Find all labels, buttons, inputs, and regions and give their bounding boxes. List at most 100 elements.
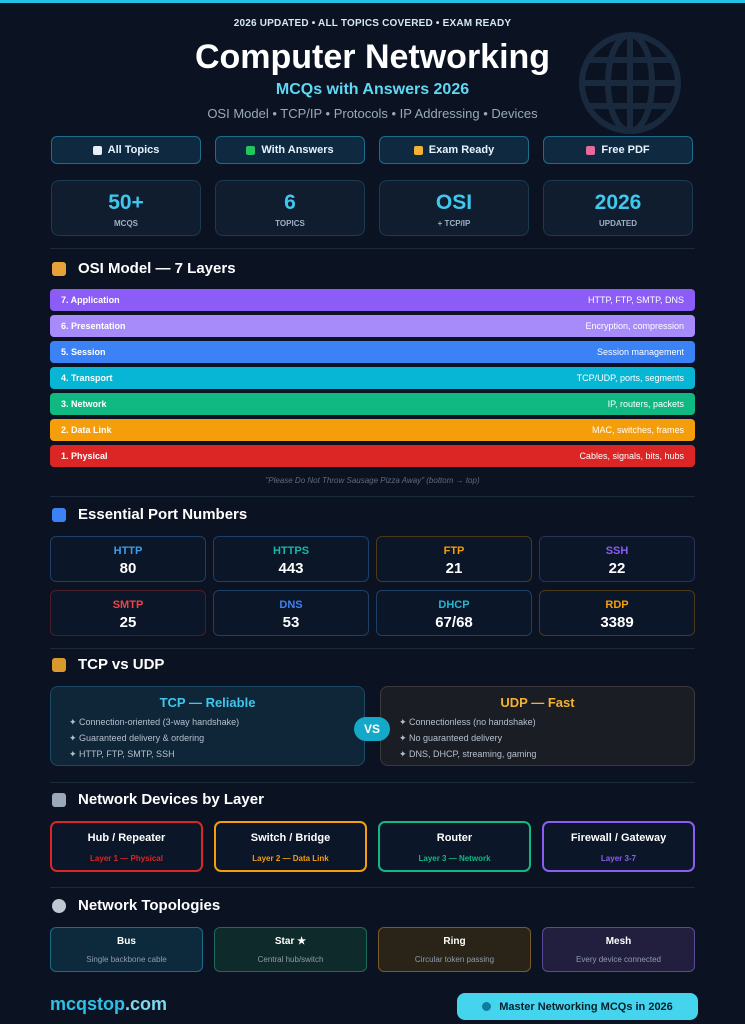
osi-layer: 4. Transport TCP/UDP, ports, segments — [50, 367, 695, 389]
brand-tld: .com — [125, 994, 168, 1014]
port-number: 80 — [119, 560, 137, 577]
pill-label: Free PDF — [601, 144, 650, 156]
port-number: 67/68 — [435, 614, 473, 631]
port-card: RDP 3389 — [539, 590, 695, 636]
top-bar — [0, 0, 745, 3]
topology-name: Mesh — [605, 936, 632, 947]
card-item: ✦ HTTP, FTP, SMTP, SSH — [69, 749, 175, 759]
stat-label: TOPICS — [275, 219, 305, 228]
port-number: 22 — [608, 560, 626, 577]
layer-desc: IP, routers, packets — [607, 399, 684, 409]
separator — [50, 782, 695, 783]
layer-desc: Encryption, compression — [585, 321, 684, 331]
icon — [52, 898, 66, 913]
icon — [482, 1002, 492, 1011]
osi-layer: 3. Network IP, routers, packets — [50, 393, 695, 415]
mnemonic: "Please Do Not Throw Sausage Pizza Away"… — [265, 476, 480, 485]
layer-desc: HTTP, FTP, SMTP, DNS — [587, 295, 684, 305]
icon — [52, 792, 66, 807]
feature-pill[interactable]: Exam Ready — [379, 136, 529, 164]
card-item: ✦ Guaranteed delivery & ordering — [69, 733, 205, 743]
section-title: TCP vs UDP — [78, 656, 165, 673]
topology-name: Star ★ — [274, 936, 307, 947]
port-card: DHCP 67/68 — [376, 590, 532, 636]
layer-desc: Session management — [596, 347, 684, 357]
stat-value: 50+ — [108, 191, 144, 214]
port-card: FTP 21 — [376, 536, 532, 582]
port-card: DNS 53 — [213, 590, 369, 636]
feature-pill[interactable]: With Answers — [215, 136, 365, 164]
icon — [246, 145, 256, 155]
layer-name: 4. Transport — [61, 373, 113, 383]
topology-desc: Every device connected — [576, 955, 661, 964]
header-badge: 2026 UPDATED • ALL TOPICS COVERED • EXAM… — [233, 18, 512, 29]
device-name: Router — [436, 832, 473, 844]
stat-value: OSI — [435, 191, 473, 214]
card-item: ✦ Connectionless (no handshake) — [399, 717, 536, 727]
stat-card: OSI + TCP/IP — [379, 180, 529, 236]
stat-label: MCQS — [114, 219, 138, 228]
stat-card: 2026 UPDATED — [543, 180, 693, 236]
device-card: Hub / Repeater Layer 1 — Physical — [50, 821, 203, 872]
device-name: Hub / Repeater — [87, 832, 166, 844]
stat-card: 6 TOPICS — [215, 180, 365, 236]
separator — [50, 887, 695, 888]
cta-button[interactable]: Master Networking MCQs in 2026 — [457, 993, 698, 1020]
port-protocol: FTP — [443, 545, 465, 557]
osi-layer: 1. Physical Cables, signals, bits, hubs — [50, 445, 695, 467]
device-layer: Layer 2 — Data Link — [252, 854, 329, 863]
compare-card: TCP — Reliable ✦ Connection-oriented (3-w… — [50, 686, 365, 766]
section-heading: TCP vs UDP — [52, 656, 164, 673]
device-card: Router Layer 3 — Network — [378, 821, 531, 872]
layer-name: 7. Application — [61, 295, 120, 305]
port-protocol: SSH — [605, 545, 629, 557]
port-protocol: DHCP — [438, 599, 470, 611]
topology-name: Bus — [117, 936, 136, 947]
layer-name: 6. Presentation — [61, 321, 126, 331]
stat-value: 6 — [284, 191, 296, 214]
topology-card: Mesh Every device connected — [542, 927, 695, 972]
layer-desc: Cables, signals, bits, hubs — [579, 451, 684, 461]
separator — [50, 648, 695, 649]
topology-desc: Central hub/switch — [257, 955, 324, 964]
device-layer: Layer 3-7 — [600, 854, 637, 863]
topology-card: Star ★ Central hub/switch — [214, 927, 367, 972]
icon — [52, 657, 66, 672]
section-title: Network Topologies — [78, 897, 221, 914]
section-title: Essential Port Numbers — [78, 506, 248, 523]
stat-value: 2026 — [594, 191, 642, 214]
topology-desc: Single backbone cable — [86, 955, 167, 964]
stat-card: 50+ MCQS — [51, 180, 201, 236]
brand[interactable]: mcqstop.com — [50, 994, 167, 1015]
card-heading: UDP — Fast — [500, 695, 575, 710]
header-title: Computer Networking — [194, 38, 551, 76]
section-heading: Network Devices by Layer — [52, 791, 264, 808]
layer-desc: TCP/UDP, ports, segments — [576, 373, 684, 383]
separator — [50, 496, 695, 497]
icon — [92, 145, 102, 155]
card-item: ✦ DNS, DHCP, streaming, gaming — [399, 749, 537, 759]
vs-badge: VS — [354, 717, 390, 741]
device-name: Firewall / Gateway — [570, 832, 667, 844]
section-title: OSI Model — 7 Layers — [78, 260, 236, 277]
device-layer: Layer 1 — Physical — [90, 854, 163, 863]
feature-pill[interactable]: Free PDF — [543, 136, 693, 164]
cta-text: Master Networking MCQs in 2026 — [499, 1000, 673, 1013]
port-number: 21 — [445, 560, 463, 577]
header-topics: OSI Model • TCP/IP • Protocols • IP Addr… — [207, 106, 538, 121]
layer-name: 1. Physical — [61, 451, 108, 461]
port-protocol: RDP — [605, 599, 629, 611]
topology-card: Bus Single backbone cable — [50, 927, 203, 972]
osi-layer: 2. Data Link MAC, switches, frames — [50, 419, 695, 441]
layer-name: 2. Data Link — [61, 425, 112, 435]
icon — [586, 145, 596, 155]
device-name: Switch / Bridge — [250, 832, 331, 844]
topology-card: Ring Circular token passing — [378, 927, 531, 972]
port-protocol: HTTPS — [272, 545, 310, 557]
port-number: 443 — [278, 560, 304, 577]
topology-desc: Circular token passing — [414, 955, 495, 964]
card-heading: TCP — Reliable — [159, 695, 256, 710]
globe-watermark — [579, 32, 681, 134]
feature-pill[interactable]: All Topics — [51, 136, 201, 164]
